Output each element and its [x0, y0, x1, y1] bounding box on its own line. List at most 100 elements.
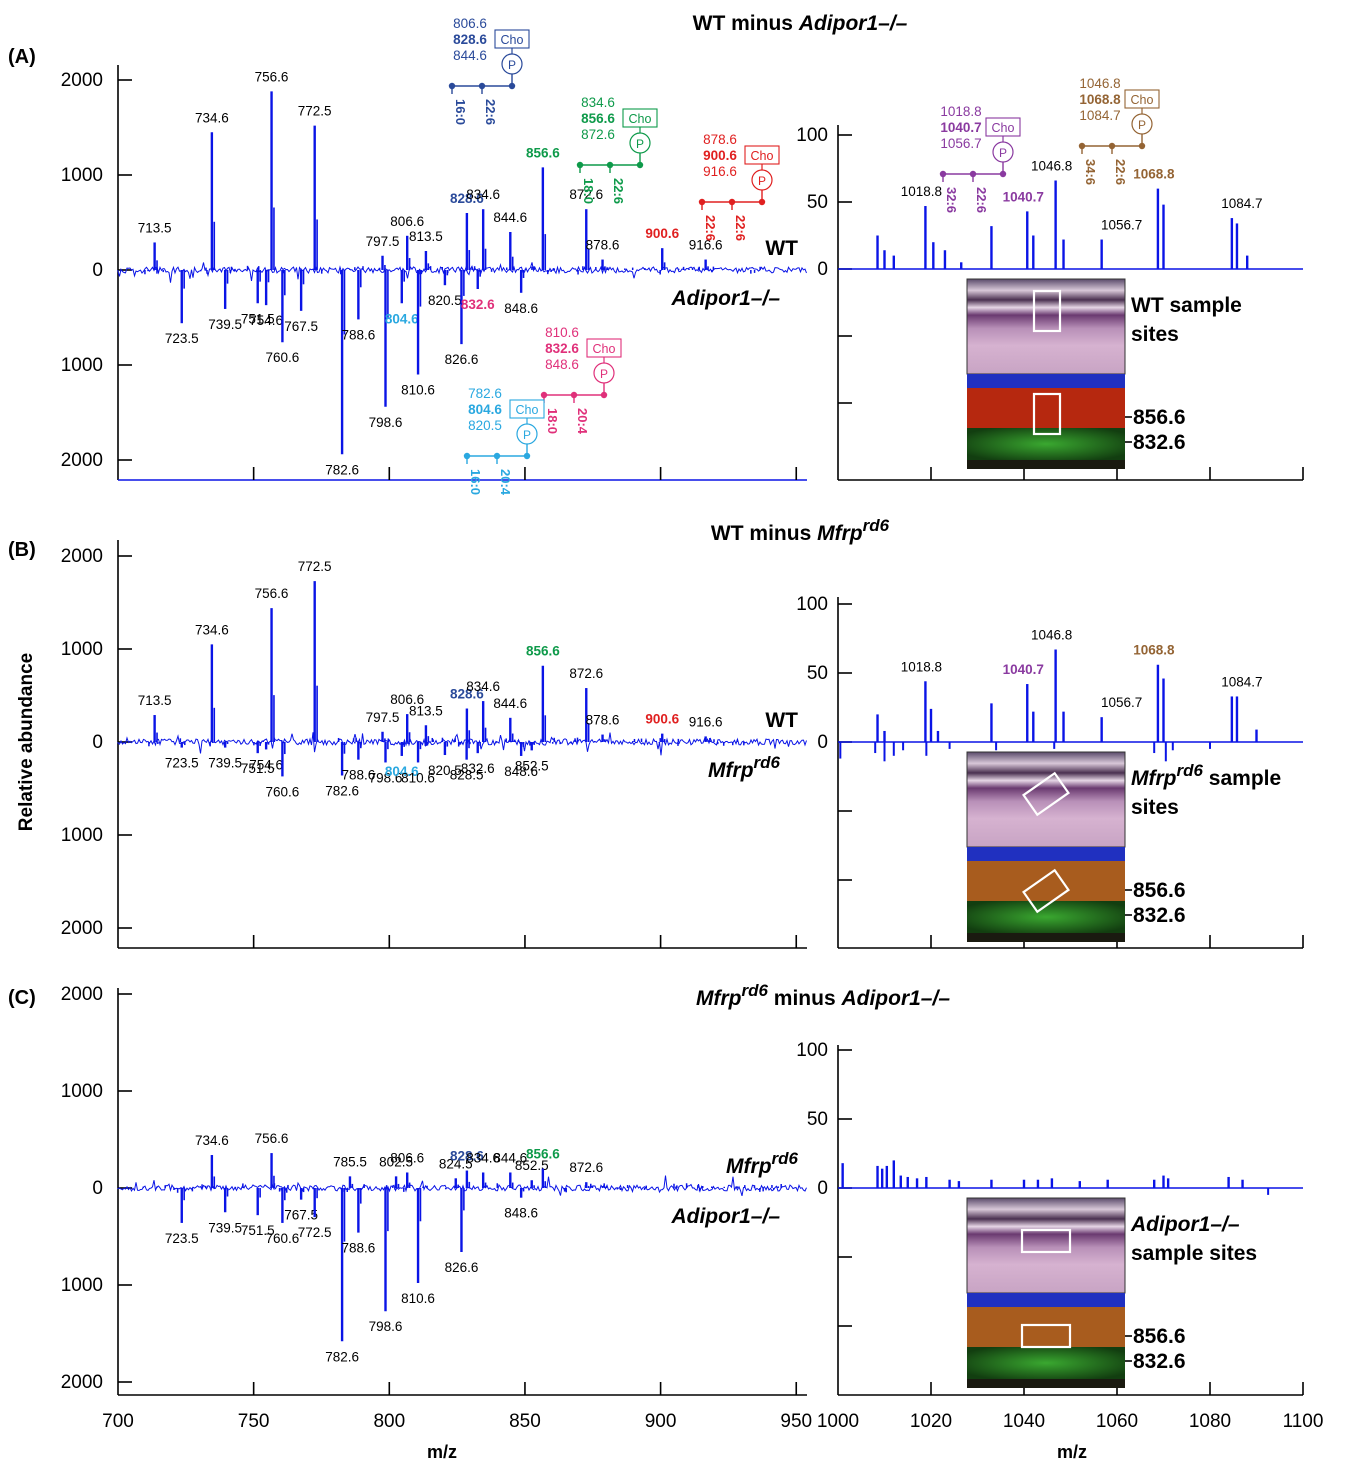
peak-label: 872.6: [569, 1160, 603, 1175]
y-axis-title: Relative abundance: [16, 653, 37, 831]
text-part: rd6: [754, 753, 781, 772]
chain-label: 22:6: [703, 215, 718, 241]
peak-label: 782.6: [325, 462, 359, 477]
choline-box: [494, 29, 530, 49]
choline-box: [586, 338, 622, 358]
x-tick-label: 1040: [1003, 1411, 1045, 1432]
peak-label: 806.6: [390, 692, 424, 707]
inset-caption-line1: Adipor1–/–: [1130, 1213, 1240, 1236]
peak-label: 782.6: [325, 783, 359, 798]
sample-site-box: [1022, 868, 1070, 914]
peak-label: 844.6: [493, 1150, 527, 1165]
peak-label: 751.5: [241, 761, 275, 776]
structure-mass: 810.6: [545, 325, 579, 340]
peak-label: 872.6: [569, 187, 603, 202]
fluor-green-band: [967, 428, 1125, 460]
peak-label: 797.5: [366, 710, 400, 725]
y-tick-label: 1000: [61, 165, 103, 186]
structure-mass: 834.6: [581, 95, 615, 110]
choline-label: Cho: [629, 112, 652, 126]
peak-label: 810.6: [401, 1291, 435, 1306]
peak-label: 856.6: [526, 644, 560, 659]
structure-mass: 878.6: [703, 132, 737, 147]
peak-label: 798.6: [369, 415, 403, 430]
text-part: Mfrp: [1131, 767, 1177, 790]
y-tick-label: 1000: [61, 639, 103, 660]
choline-box: [1124, 89, 1160, 109]
sample-site-box: [1032, 289, 1062, 333]
peak-label: 878.6: [586, 238, 620, 253]
fluor-green-band: [967, 1347, 1125, 1379]
peak-label: 782.6: [325, 1349, 359, 1364]
inset-caption-line1: Mfrprd6 sample: [1131, 761, 1281, 791]
structure-mass: 856.6: [581, 111, 615, 126]
text-part: Mfrp: [726, 1155, 772, 1178]
he-stain-image: [966, 1197, 1126, 1294]
phosphate-label: P: [1138, 118, 1146, 132]
phosphate-label: P: [508, 58, 516, 72]
peak-label: 824.5: [439, 1156, 473, 1171]
x-tick-label: 1020: [910, 1411, 952, 1432]
y-tick-label: 2000: [61, 546, 103, 567]
peak-label: 806.6: [390, 1150, 424, 1165]
peak-label: 916.6: [689, 714, 723, 729]
structure-mass: 1018.8: [940, 104, 981, 119]
chain-label: 32:6: [944, 187, 959, 213]
fluor-red-band: [967, 1307, 1125, 1347]
y-tick-label: 2000: [61, 1372, 103, 1393]
choline-label: Cho: [1131, 93, 1154, 107]
text-part: Adipor1–/–: [670, 1205, 780, 1228]
spectrum-baseline: [117, 732, 807, 756]
peak-label: 900.6: [645, 226, 679, 241]
x-tick-label: 1060: [1096, 1411, 1138, 1432]
x-axis-title: m/z: [427, 1442, 457, 1462]
chain-label: 18:0: [545, 408, 560, 434]
he-stain-image: [966, 751, 1126, 848]
peak-label: 810.6: [401, 770, 435, 785]
x-tick-label: 700: [102, 1411, 134, 1432]
peak-label: 856.6: [526, 145, 560, 160]
x-tick-label: 750: [238, 1411, 270, 1432]
y-tick-label: 0: [817, 259, 828, 280]
fluor-blue-band: [967, 374, 1125, 388]
x-tick-label: 950: [780, 1411, 812, 1432]
y-tick-label: 2000: [61, 450, 103, 471]
choline-label: Cho: [751, 149, 774, 163]
peak-label: 788.6: [341, 1241, 375, 1256]
text-part: rd6: [741, 981, 768, 1000]
x-tick-label: 900: [645, 1411, 677, 1432]
text-part: rd6: [772, 1149, 799, 1168]
peak-label: 828.6: [450, 1149, 484, 1164]
y-tick-label: 0: [817, 732, 828, 753]
x-axis-title: m/z: [1057, 1442, 1087, 1462]
chain-label: 20:4: [575, 408, 590, 435]
lower-series-label: Adipor1–/–: [670, 1205, 780, 1228]
peak-label: 804.6: [385, 311, 419, 326]
peak-label: 834.6: [466, 1150, 500, 1165]
peak-label: 1084.7: [1221, 196, 1262, 211]
peak-label: 802.5: [379, 1154, 413, 1169]
y-tick-label: 100: [796, 594, 828, 615]
text-part: WT: [765, 709, 798, 732]
chain-label: 16:0: [468, 469, 483, 495]
peak-label: 785.5: [333, 1154, 367, 1169]
fluor-red-band: [967, 861, 1125, 901]
panel-1: (A)WT minus Adipor1–/–200010000100020001…: [8, 12, 1304, 481]
peak-label: 828.5: [450, 768, 484, 783]
peak-label: 1040.7: [1003, 189, 1044, 204]
phosphate-label: P: [636, 137, 644, 151]
peak-label: 832.6: [461, 297, 495, 312]
y-tick-label: 1000: [61, 355, 103, 376]
chain-label: 22:6: [733, 215, 748, 241]
y-tick-label: 0: [92, 732, 103, 753]
panel-2: (B)WT minus Mfrprd6200010000100020001005…: [8, 516, 1304, 949]
peak-label: 767.5: [284, 1208, 318, 1223]
x-tick-label: 850: [509, 1411, 541, 1432]
peak-label: 844.6: [493, 210, 527, 225]
lower-series-label: Mfrprd6: [708, 753, 781, 783]
sample-site-box: [1020, 1323, 1072, 1349]
structure-mass: 1056.7: [940, 136, 981, 151]
text-part: Mfrp: [708, 759, 754, 782]
